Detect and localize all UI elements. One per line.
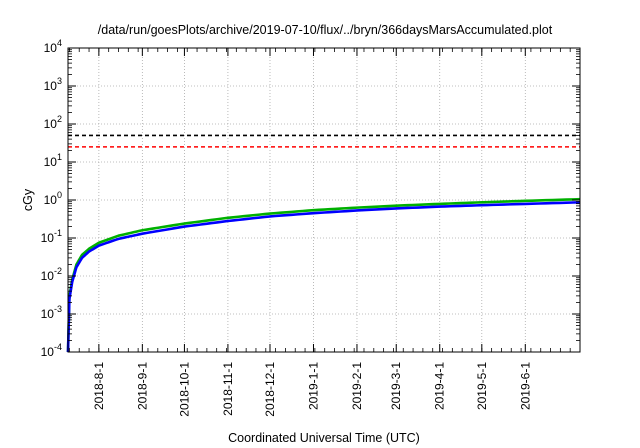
y-tick-label: 103 (44, 76, 62, 93)
x-tick-label: 2018-12-1 (263, 362, 277, 417)
x-tick-label: 2019-1-1 (306, 362, 320, 410)
y-tick-label: 101 (44, 152, 62, 169)
x-tick-labels: 2018-8-1 2018-9-1 2018-10-1 2018-11-1 2018-1… (92, 362, 532, 417)
x-tick-label: 2019-4-1 (433, 362, 447, 410)
x-tick-label: 2018-11-1 (221, 362, 235, 416)
y-tick-label: 100 (44, 190, 62, 207)
x-tick-label: 2019-2-1 (350, 362, 364, 410)
y-tick-label: 10-4 (41, 342, 62, 359)
grid-layer (68, 48, 580, 352)
x-axis-label: Coordinated Universal Time (UTC) (228, 431, 420, 445)
x-tick-label: 2019-3-1 (389, 362, 403, 410)
series-line (66, 197, 581, 353)
reference-lines (68, 134, 580, 148)
y-tick-label: 10-1 (41, 228, 62, 245)
x-tick-label: 2018-9-1 (135, 362, 149, 410)
y-tick-labels: 10-4 10-3 10-2 10-1 100 101 102 103 104 (41, 38, 62, 359)
x-tick-label: 2019-6-1 (518, 362, 532, 410)
x-tick-label: 2018-10-1 (177, 362, 191, 417)
y-tick-label: 104 (44, 38, 62, 55)
series-line (66, 201, 581, 353)
x-tick-label: 2019-5-1 (475, 362, 489, 410)
y-axis-label: cGy (21, 188, 35, 211)
series-layer (66, 197, 581, 353)
y-tick-label: 10-3 (41, 304, 62, 321)
chart-title: /data/run/goesPlots/archive/2019-07-10/f… (98, 23, 553, 37)
x-tick-label: 2018-8-1 (92, 362, 106, 410)
tick-marks (68, 47, 580, 353)
y-tick-label: 102 (44, 114, 62, 131)
y-tick-label: 10-2 (41, 266, 62, 283)
